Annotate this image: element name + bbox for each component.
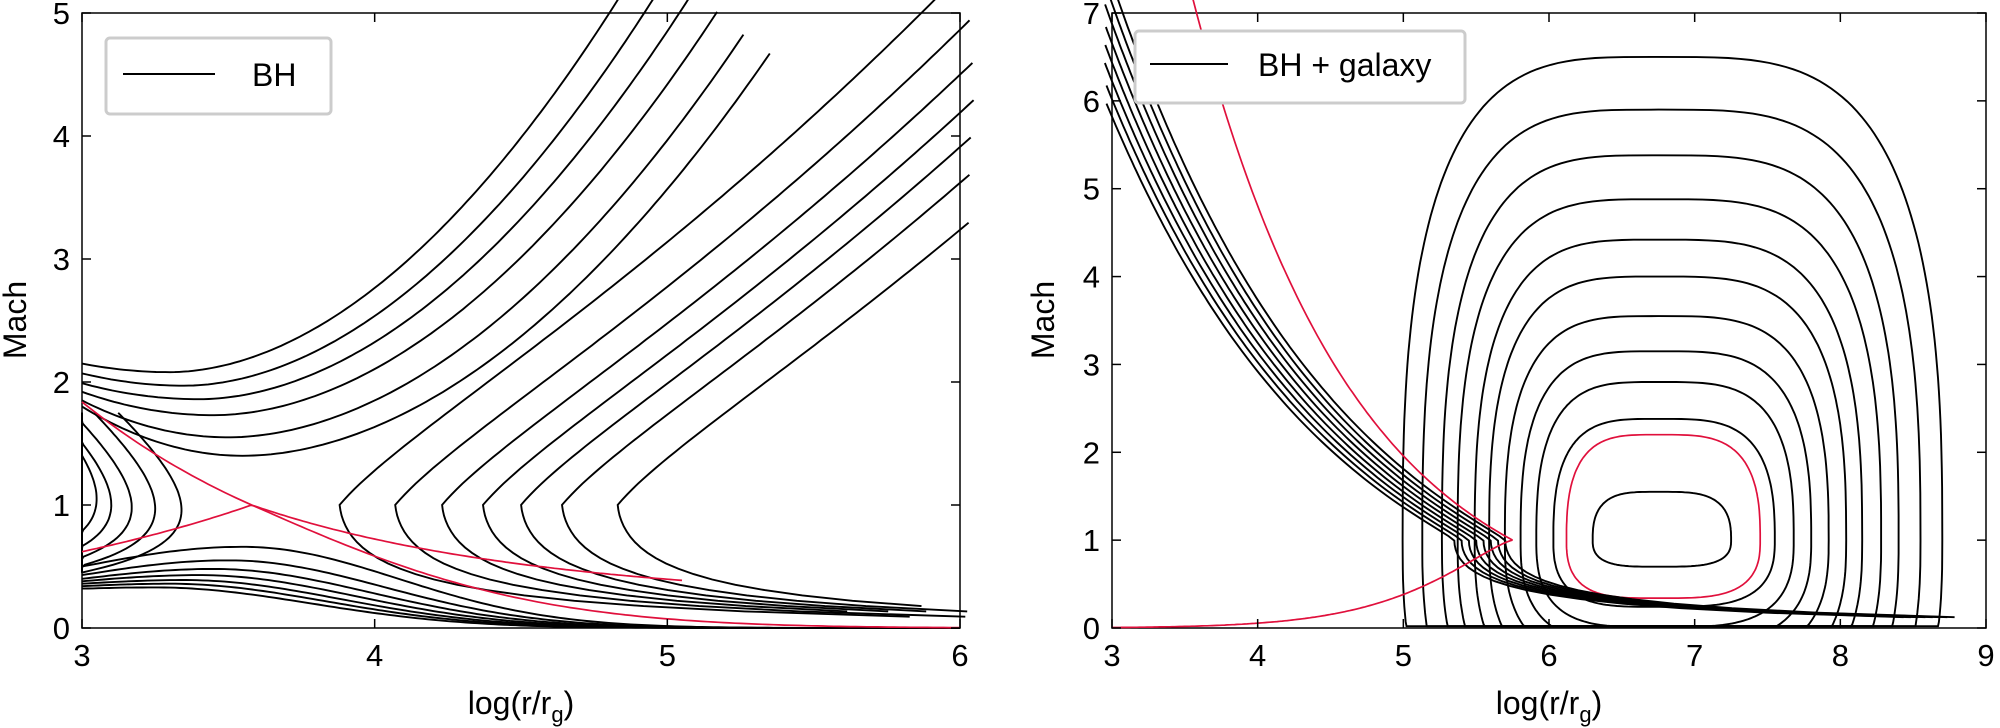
closed-loop-curve [1503, 315, 1830, 628]
y-tick-label: 2 [1083, 435, 1100, 470]
closed-loop-curve [1535, 381, 1795, 628]
x-tick-label: 6 [951, 638, 968, 673]
x-tick-label: 7 [1686, 638, 1703, 673]
inner-branch-curve [1104, 4, 1941, 619]
inner-closed-curve [81, 412, 157, 573]
y-tick-label: 0 [53, 611, 70, 646]
closed-loop-curve [1440, 154, 1900, 628]
closed-loop-curve [1473, 238, 1864, 628]
y-tick-label: 7 [1083, 0, 1100, 31]
top-curve [81, 11, 718, 417]
legend-label: BH + galaxy [1258, 47, 1431, 83]
closed-loop-curve [1401, 55, 1944, 628]
tick-group: 3 4 5 6 0 1 2 3 4 5 [53, 0, 969, 673]
y-tick-label: 4 [1083, 260, 1100, 295]
curve-group [81, 0, 975, 629]
panel-bh-galaxy: 3 4 5 6 7 8 9 0 1 2 3 4 5 6 7 log(r/rg) Mach BH + gala… [1025, 0, 1995, 727]
top-curve [81, 0, 689, 401]
inner-branch-curve [1105, 85, 1911, 619]
outer-branch-curve [560, 174, 971, 613]
outer-branch-curve [441, 62, 974, 613]
bottom-curve [81, 586, 960, 629]
y-tick-label: 5 [53, 0, 70, 31]
panel-bh: 3 4 5 6 0 1 2 3 4 5 log(r/rg) Mach BH [0, 0, 975, 727]
critical-curve-inflow [1192, 0, 1513, 541]
critical-loop [1565, 433, 1762, 599]
critical-curve-subsonic [1112, 539, 1513, 629]
x-tick-label: 3 [73, 638, 90, 673]
outer-branch-curve [394, 19, 971, 618]
legend-box [1133, 29, 1467, 105]
x-tick-label: 5 [1395, 638, 1412, 673]
x-tick-label: 6 [1540, 638, 1557, 673]
y-axis-title: Mach [0, 281, 33, 359]
y-tick-label: 3 [1083, 347, 1100, 382]
plot-frame [81, 12, 961, 629]
legend-box [104, 36, 333, 116]
y-tick-label: 1 [1083, 523, 1100, 558]
y-tick-label: 5 [1083, 172, 1100, 207]
x-tick-label: 3 [1103, 638, 1120, 673]
closed-loop-curve [1552, 417, 1776, 608]
top-curve [81, 0, 654, 387]
x-tick-label: 9 [1977, 638, 1994, 673]
inner-branch-curve [1105, 103, 1904, 619]
outer-branch-curve [616, 221, 970, 608]
top-curve [81, 0, 619, 374]
legend: BH [104, 36, 333, 116]
x-axis-title: log(r/rg) [1496, 685, 1602, 727]
critical-curve-falling [81, 401, 960, 629]
inner-branch-curve [1104, 44, 1926, 619]
outer-branch-curve [520, 136, 972, 613]
critical-curve-rising [81, 504, 683, 582]
legend: BH + galaxy [1133, 29, 1467, 105]
top-curve [81, 34, 745, 439]
x-tick-label: 8 [1832, 638, 1849, 673]
tick-group: 3 4 5 6 7 8 9 0 1 2 3 4 5 6 7 [1083, 0, 1995, 673]
inner-branch-curve [1104, 62, 1919, 619]
closed-loop-curve [1591, 490, 1733, 568]
x-axis-title: log(r/rg) [468, 685, 574, 727]
top-curve [81, 52, 771, 457]
inner-closed-curve [81, 412, 183, 574]
outer-branch-curve [481, 99, 975, 613]
legend-label: BH [252, 57, 296, 93]
inner-branch-curve [1105, 26, 1933, 619]
y-axis-title: Mach [1025, 281, 1061, 359]
y-tick-label: 1 [53, 488, 70, 523]
closed-loop-curve [1488, 275, 1848, 628]
x-tick-label: 5 [659, 638, 676, 673]
outer-branch-curve [338, 0, 936, 618]
y-tick-label: 2 [53, 365, 70, 400]
x-tick-label: 4 [366, 638, 383, 673]
x-tick-label: 4 [1249, 638, 1266, 673]
inner-closed-curve [81, 412, 113, 573]
y-tick-label: 3 [53, 242, 70, 277]
y-tick-label: 4 [53, 119, 70, 154]
y-tick-label: 6 [1083, 84, 1100, 119]
y-tick-label: 0 [1083, 611, 1100, 646]
